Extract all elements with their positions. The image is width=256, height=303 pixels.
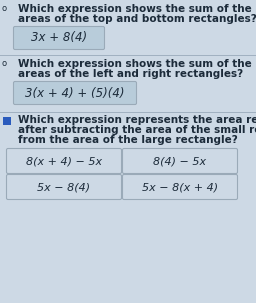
Text: 8(x + 4) − 5x: 8(x + 4) − 5x: [26, 156, 102, 166]
Text: Which expression shows the sum of the: Which expression shows the sum of the: [18, 59, 252, 69]
FancyBboxPatch shape: [6, 148, 122, 174]
Text: o: o: [2, 4, 7, 13]
Text: Which expression shows the sum of the: Which expression shows the sum of the: [18, 4, 252, 14]
Bar: [3, 117, 11, 125]
Text: o: o: [2, 59, 7, 68]
FancyBboxPatch shape: [14, 26, 104, 49]
Text: 5x − 8(x + 4): 5x − 8(x + 4): [142, 182, 218, 192]
Text: 3x + 8(4): 3x + 8(4): [31, 32, 87, 45]
FancyBboxPatch shape: [123, 175, 238, 199]
Text: after subtracting the area of the small rectangle: after subtracting the area of the small …: [18, 125, 256, 135]
Text: areas of the left and right rectangles?: areas of the left and right rectangles?: [18, 69, 243, 79]
Text: 3(x + 4) + (5)(4): 3(x + 4) + (5)(4): [25, 86, 125, 99]
Text: Which expression represents the area remaining: Which expression represents the area rem…: [18, 115, 256, 125]
Text: from the area of the large rectangle?: from the area of the large rectangle?: [18, 135, 238, 145]
FancyBboxPatch shape: [6, 175, 122, 199]
Text: areas of the top and bottom rectangles?: areas of the top and bottom rectangles?: [18, 14, 256, 24]
FancyBboxPatch shape: [14, 82, 136, 105]
FancyBboxPatch shape: [123, 148, 238, 174]
Text: 8(4) − 5x: 8(4) − 5x: [153, 156, 207, 166]
Text: 5x − 8(4): 5x − 8(4): [37, 182, 91, 192]
